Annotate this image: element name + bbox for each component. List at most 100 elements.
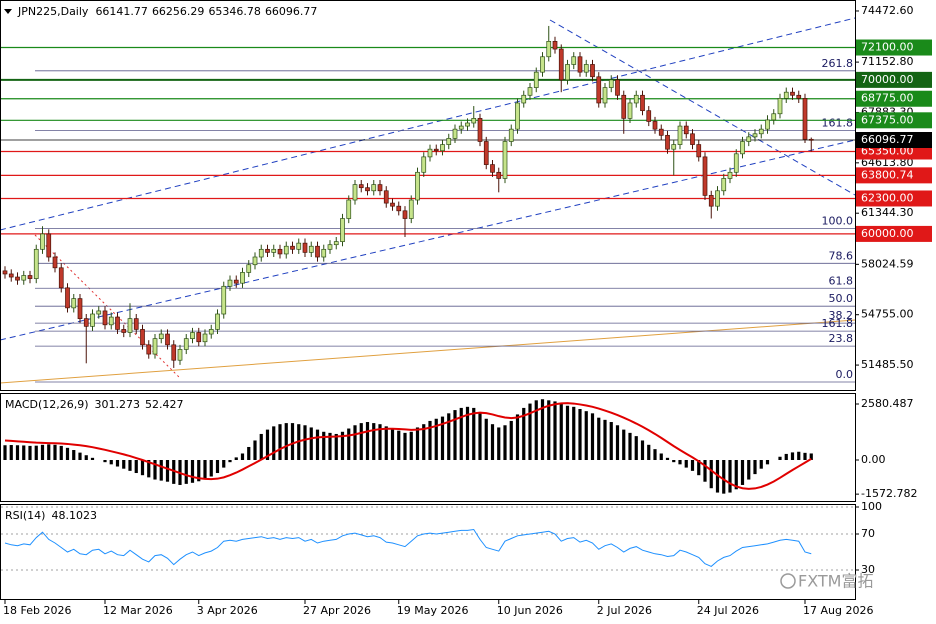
watermark: FXTM富拓 — [798, 572, 873, 591]
macd-histogram-bar — [197, 460, 201, 482]
candle-body-down — [621, 94, 627, 119]
candle-body-down — [146, 344, 152, 355]
macd-histogram-bar — [628, 432, 632, 461]
trend-channel-upper — [0, 17, 856, 231]
candle-body-down — [83, 318, 89, 327]
candle-body-up — [127, 318, 133, 333]
candle-body-up — [340, 218, 345, 242]
macd-histogram-bar — [534, 400, 538, 461]
macd-main-value: 301.273 — [95, 398, 141, 411]
candle-body-down — [658, 128, 664, 136]
x-tick-label: 12 Mar 2026 — [103, 604, 173, 617]
price-header: JPN225,Daily 66141.77 66256.29 65346.78 6609… — [17, 5, 317, 18]
macd-histogram-bar — [590, 413, 595, 461]
macd-histogram-bar — [490, 424, 495, 461]
level-price-box — [856, 39, 932, 56]
candle-body-down — [652, 121, 658, 130]
y-tick-label: 70 — [861, 527, 875, 540]
macd-histogram-bar — [528, 403, 532, 461]
macd-histogram-bar — [372, 423, 376, 461]
macd-header: MACD(12,26,9) 301.273 52.427 — [5, 398, 184, 411]
y-tick-label: 0.00 — [861, 453, 886, 466]
x-tick-label: 27 Apr 2026 — [303, 604, 371, 617]
candle-body-down — [696, 144, 702, 158]
macd-histogram-bar — [559, 403, 563, 461]
macd-histogram-bar — [634, 436, 638, 461]
candle-body-up — [565, 64, 570, 81]
candle-body-down — [552, 41, 558, 50]
macd-histogram-bar — [515, 414, 520, 461]
candle-body-down — [52, 256, 58, 269]
candle-body-up — [677, 125, 683, 145]
fib-level-label: 100.0 — [822, 214, 854, 227]
macd-histogram-bar — [234, 457, 238, 461]
level-price-label: 68775.00 — [861, 92, 914, 105]
candle-body-up — [246, 264, 252, 273]
macd-histogram-bar — [597, 417, 601, 461]
trend-channel-lower — [0, 139, 856, 341]
macd-histogram-bar — [747, 460, 751, 480]
candle-body-up — [271, 248, 277, 253]
watermark-logo — [780, 573, 796, 589]
candle-body-down — [577, 56, 583, 73]
macd-histogram-bar — [240, 453, 245, 461]
candle-body-up — [108, 316, 114, 326]
macd-histogram-bar — [9, 445, 13, 461]
macd-histogram-bar — [759, 460, 763, 469]
candle-body-up — [765, 119, 770, 130]
candle-body-up — [733, 153, 739, 173]
macd-histogram-bar — [265, 429, 270, 461]
candle-body-up — [608, 79, 614, 88]
fib-level-label: 161.8 — [822, 117, 854, 130]
candle-body-down — [808, 138, 814, 141]
candle-body-up — [333, 241, 339, 246]
y-tick-label: 30 — [861, 563, 875, 576]
close-value: 66096.77 — [265, 5, 318, 18]
candle-body-up — [452, 128, 458, 139]
level-price-box — [856, 112, 932, 129]
y-tick-label: 100 — [861, 500, 882, 513]
macd-histogram-bar — [15, 445, 20, 461]
macd-histogram-bar — [540, 399, 545, 461]
macd-histogram-bar — [722, 460, 726, 494]
macd-title: MACD(12,26,9) — [5, 398, 89, 411]
open-value: 66141.77 — [95, 5, 148, 18]
y-tick-label: 74472.60 — [861, 4, 914, 17]
candle-body-down — [646, 110, 652, 122]
menu-triangle — [4, 9, 12, 14]
macd-histogram-bar — [72, 450, 76, 461]
macd-histogram-bar — [315, 429, 320, 461]
candle-body-up — [258, 248, 264, 258]
candle-body-down — [483, 141, 489, 165]
macd-histogram-bar — [378, 424, 382, 461]
candle-body-down — [133, 318, 139, 330]
macd-histogram-bar — [59, 445, 63, 461]
macd-histogram-bar — [790, 452, 795, 461]
macd-histogram-bar — [709, 460, 713, 489]
candle-body-down — [796, 94, 802, 99]
candle-body-down — [558, 48, 564, 81]
macd-histogram-bar — [615, 425, 620, 461]
macd-histogram-bar — [34, 445, 38, 461]
candle-body-down — [433, 148, 439, 152]
candle-body-up — [571, 56, 577, 65]
macd-histogram-bar — [365, 422, 370, 461]
candle-body-up — [752, 133, 758, 138]
candle-body-up — [190, 332, 195, 340]
macd-histogram-bar — [303, 425, 307, 461]
candle-body-up — [777, 98, 783, 115]
macd-histogram-bar — [509, 420, 513, 461]
rsi-panel-frame — [0, 504, 856, 600]
candle-body-up — [633, 94, 639, 104]
candle-body-up — [671, 144, 677, 150]
y-tick-label: 2580.487 — [861, 397, 914, 410]
candle-body-up — [527, 87, 533, 96]
macd-histogram-bar — [353, 425, 357, 461]
macd-histogram-bar — [547, 400, 551, 461]
candle-body-down — [233, 279, 239, 284]
macd-histogram-bar — [653, 449, 657, 461]
macd-histogram-bar — [165, 460, 170, 482]
candle-body-down — [196, 332, 202, 343]
fib-level-label: 261.8 — [822, 57, 854, 70]
macd-histogram-bar — [572, 406, 576, 461]
